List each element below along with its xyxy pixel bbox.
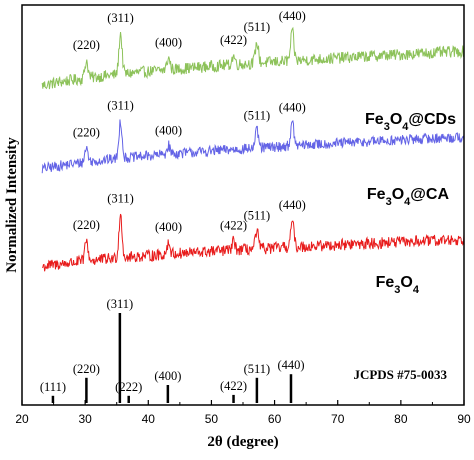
sample-label: Fe3O4 [376, 274, 420, 296]
reference-peak-label: (311) [107, 297, 134, 311]
peak-label: (511) [244, 108, 271, 122]
x-tick-label: 60 [268, 412, 282, 426]
reference-peak-label: (511) [244, 362, 271, 376]
peak-label: (511) [244, 209, 271, 223]
y-axis-title: Normalized Intensity [4, 137, 20, 273]
x-tick-label: 80 [394, 412, 408, 426]
peak-label: (440) [279, 9, 306, 23]
reference-peak-label: (220) [73, 362, 100, 376]
labels-layer: (220)(311)(400) (422)(511)(440)Fe3O4@CDs(… [73, 9, 456, 296]
peak-label: (422) [220, 219, 247, 233]
x-tick-label: 20 [15, 412, 29, 426]
traces-layer [41, 26, 465, 272]
x-tick-label: 40 [142, 412, 156, 426]
reference-peak-label: (111) [40, 380, 66, 394]
series-trace [42, 213, 465, 272]
reference-peak-label: (222) [115, 380, 142, 394]
peak-label: (220) [73, 125, 100, 139]
peak-label: (220) [73, 38, 100, 52]
peak-label: (400) [155, 35, 182, 49]
x-axis-title: 2θ (degree) [207, 434, 278, 450]
x-tick-label: 70 [331, 412, 345, 426]
series-trace [41, 119, 465, 174]
peak-label: (440) [279, 100, 306, 114]
plot-frame [21, 4, 465, 406]
x-tick-label: 50 [205, 412, 219, 426]
peak-label: (511) [244, 20, 271, 34]
peak-label: (311) [107, 99, 134, 113]
peak-label: (311) [107, 11, 134, 25]
x-tick-label: 90 [457, 412, 471, 426]
peak-label: (220) [73, 218, 100, 232]
peak-label: (422) [220, 33, 247, 47]
sample-label: Fe3O4@CDs [365, 111, 456, 133]
peak-label: (400) [155, 123, 182, 137]
peak-label: (400) [155, 220, 182, 234]
reference-peak-label: (400) [154, 369, 181, 383]
peak-label: (440) [279, 198, 306, 212]
x-axis: 20 30 40 50 60 70 80 90 [15, 400, 471, 426]
reference-peak-label: (422) [220, 379, 247, 393]
reference-peak-label: (440) [277, 358, 304, 372]
series-trace [41, 26, 465, 90]
reference-layer: (111) (220) (311) (222) (400) (422) (511) (440)… [40, 297, 447, 403]
peak-label: (311) [107, 192, 134, 206]
sample-label: Fe3O4@CA [367, 186, 450, 208]
reference-label: JCPDS #75-0033 [353, 367, 447, 382]
x-tick-label: 30 [78, 412, 92, 426]
